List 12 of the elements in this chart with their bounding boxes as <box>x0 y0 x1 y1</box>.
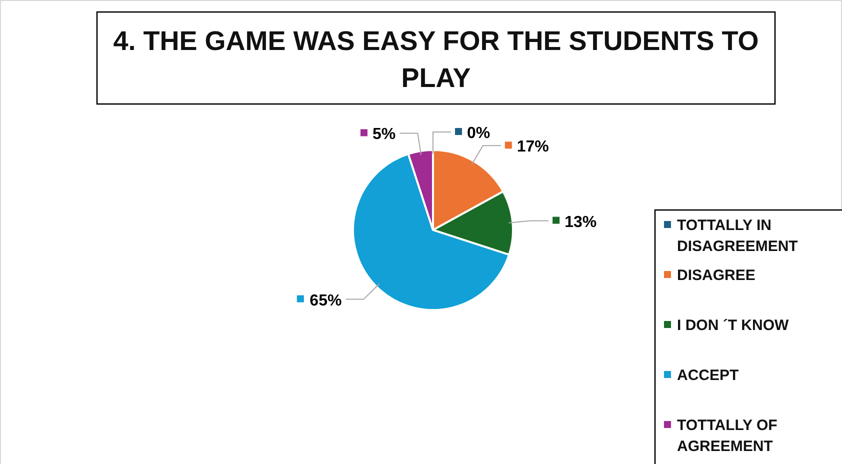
data-label: 13% <box>564 214 597 231</box>
legend-label: ACCEPT <box>677 367 739 384</box>
legend-label: I DON ´T KNOW <box>677 317 790 334</box>
data-label: 17% <box>516 138 549 156</box>
chart-title: 4. THE GAME WAS EASY FOR THE STUDENTS TO PLAY <box>113 26 759 93</box>
pie-slice <box>352 152 510 311</box>
legend-label: TOTTALLY OF AGREEMENT <box>677 417 778 455</box>
legend-label: TOTTALLY IN DISAGREEMENT <box>677 217 798 255</box>
text: 0% <box>467 125 490 142</box>
data-label: 65% <box>310 292 342 310</box>
data-label: 5% <box>372 126 396 144</box>
legend-label: DISAGREE <box>677 267 756 284</box>
